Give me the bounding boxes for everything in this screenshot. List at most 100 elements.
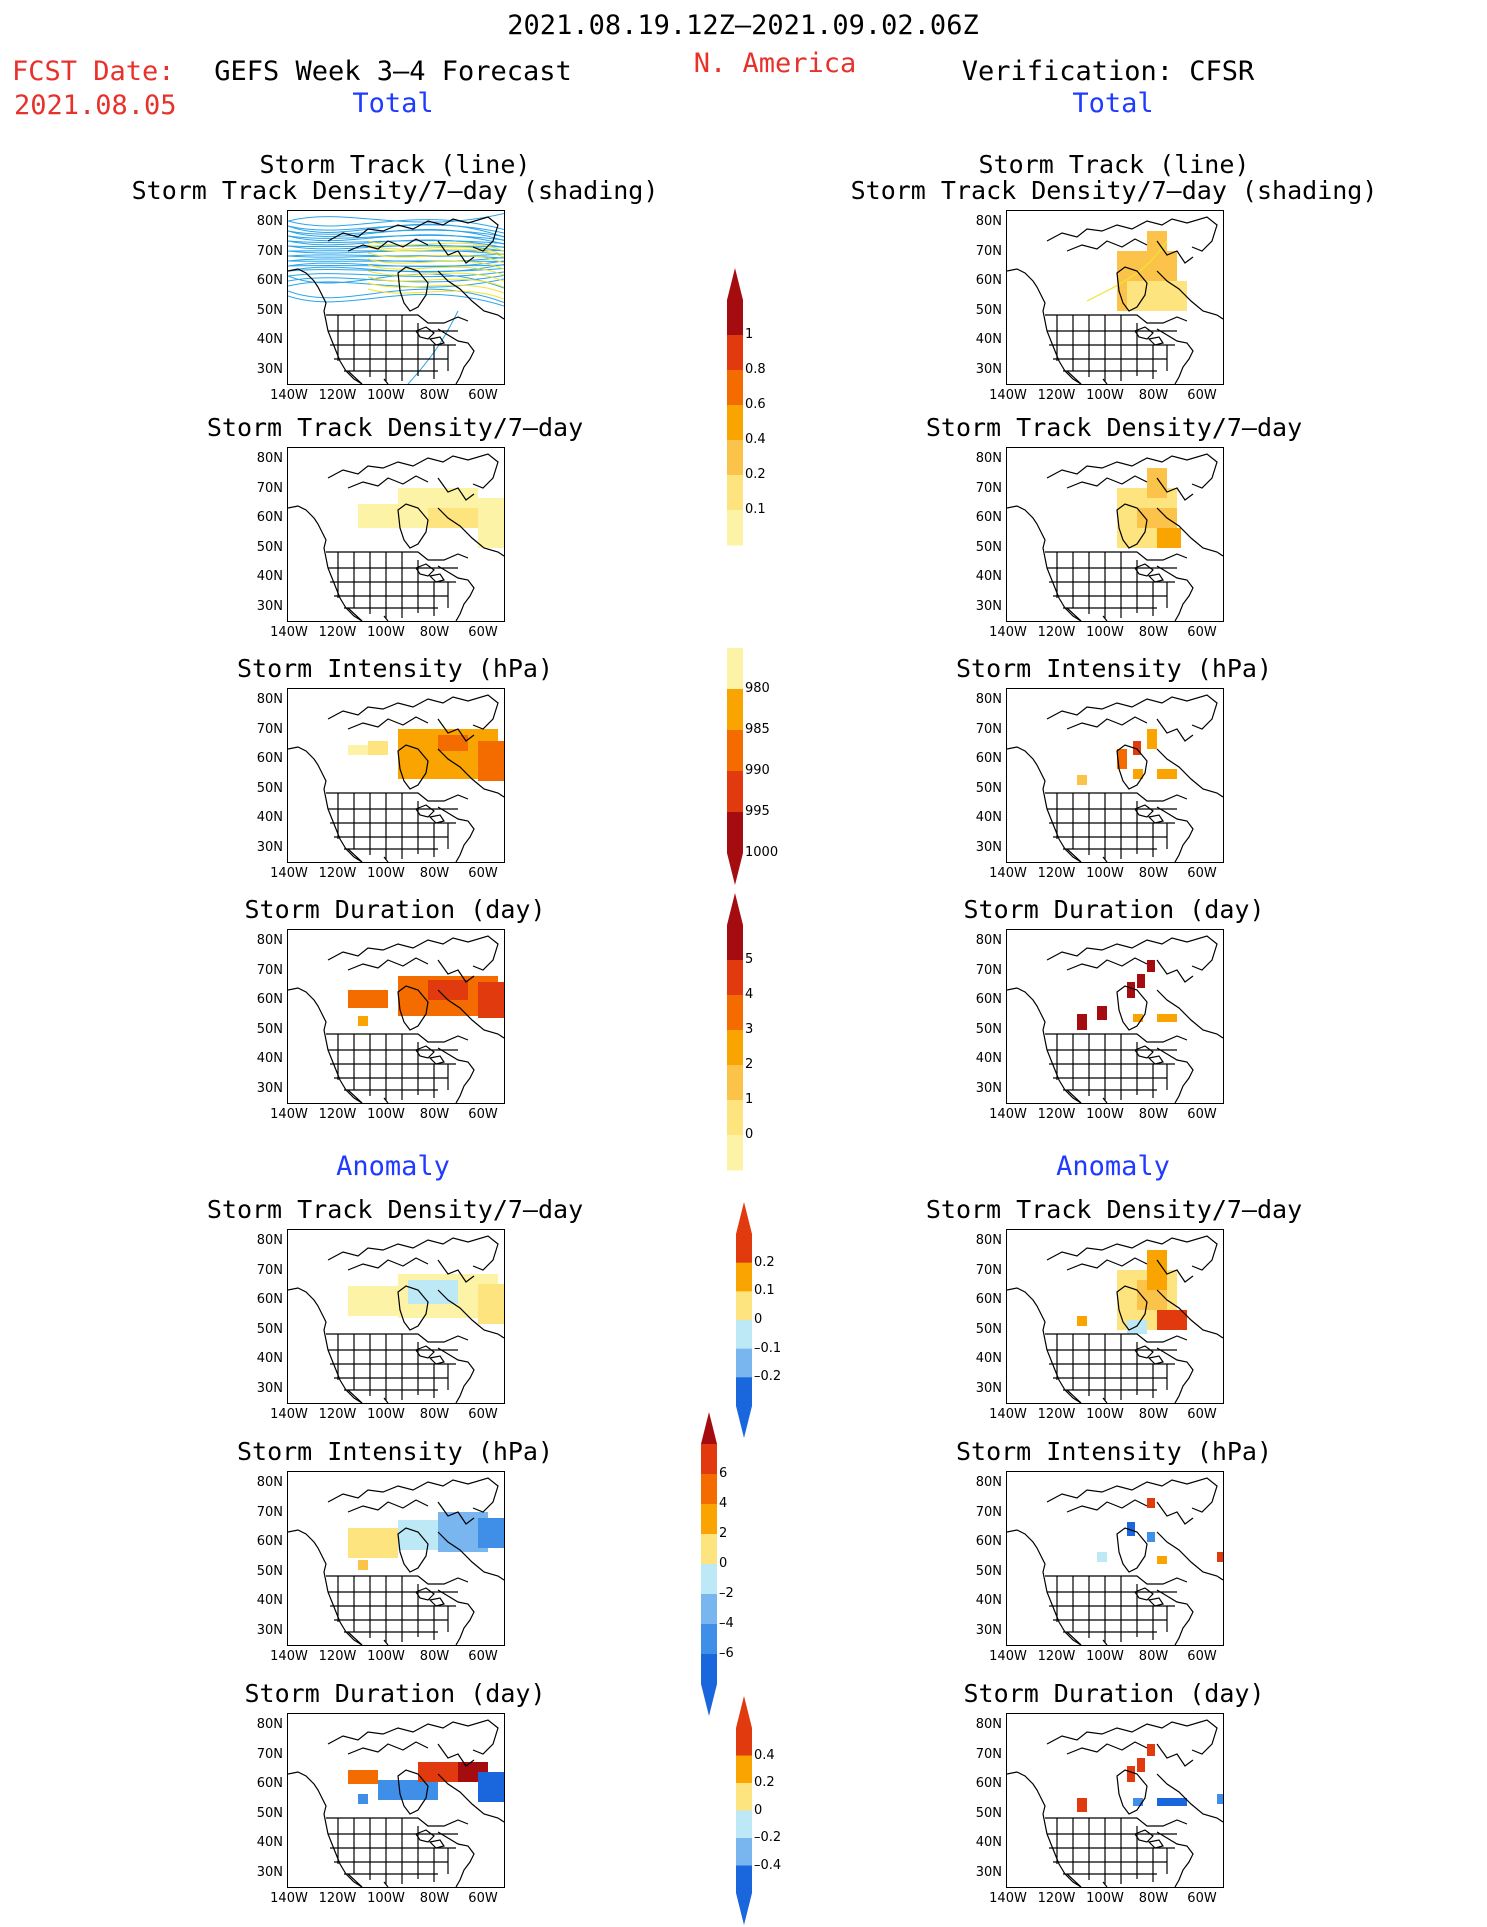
colorbar-label: 5 — [745, 952, 754, 967]
date-range-title: 2021.08.19.12Z–2021.09.02.06Z — [507, 10, 979, 41]
lon-tick-label: 60W — [468, 1407, 498, 1422]
lat-tick-label: 50N — [975, 302, 1002, 318]
lon-tick-label: 60W — [468, 625, 498, 640]
lon-tick-label: 120W — [318, 1407, 357, 1422]
map-panel — [287, 688, 505, 863]
map-panel — [1006, 688, 1224, 863]
lat-tick-label: 80N — [256, 214, 283, 229]
panel-title: Storm Duration (day) — [244, 1679, 546, 1708]
total-label-left: Total — [352, 88, 434, 119]
colorbar-label: 6 — [719, 1466, 728, 1481]
panel-title: Storm Track Density/7–day (shading) — [131, 176, 659, 205]
lat-tick-label: 80N — [256, 1717, 283, 1732]
lat-tick-label: 40N — [975, 810, 1002, 825]
colorbar-label: –2 — [719, 1586, 734, 1601]
colorbar-label: 1000 — [745, 845, 779, 860]
lat-tick-label: 30N — [975, 598, 1002, 614]
lat-tick-label: 80N — [256, 451, 283, 466]
verification-title: Verification: CFSR — [961, 56, 1255, 87]
colorbar-label: –6 — [719, 1646, 734, 1661]
fcst-date-value: 2021.08.05 — [14, 90, 177, 121]
lon-tick-label: 140W — [989, 1891, 1027, 1906]
lon-tick-label: 60W — [1187, 1407, 1217, 1422]
lat-tick-label: 40N — [256, 332, 283, 347]
panel-title: Storm Track Density/7–day — [206, 1195, 584, 1224]
panel-title: Storm Duration (day) — [244, 895, 546, 924]
lon-tick-label: 80W — [1138, 1107, 1169, 1122]
lat-tick-label: 60N — [975, 1292, 1002, 1307]
lat-tick-label: 80N — [975, 933, 1002, 948]
lat-tick-label: 80N — [975, 214, 1002, 229]
lat-tick-label: 70N — [975, 480, 1002, 496]
lat-tick-label: 30N — [975, 1380, 1002, 1396]
lat-tick-label: 30N — [975, 1080, 1002, 1096]
lat-tick-label: 60N — [975, 1534, 1002, 1549]
map-svg — [288, 213, 504, 384]
lat-tick-label: 70N — [975, 243, 1002, 259]
lon-tick-label: 100W — [1086, 388, 1124, 403]
lat-tick-label: 70N — [256, 243, 283, 259]
fcst-date-label: FCST Date: — [12, 56, 175, 87]
lon-tick-label: 60W — [1187, 1891, 1217, 1906]
lat-tick-label: 70N — [256, 1262, 283, 1278]
map-svg — [1007, 1719, 1223, 1887]
map-svg — [288, 1235, 504, 1403]
lon-tick-label: 80W — [1138, 1407, 1169, 1422]
lon-tick-label: 120W — [1037, 1107, 1076, 1122]
lon-tick-label: 120W — [318, 1891, 357, 1906]
lon-tick-label: 140W — [270, 1407, 308, 1422]
lon-tick-label: 80W — [1138, 1891, 1169, 1906]
panel-title: Storm Intensity (hPa) — [955, 654, 1273, 683]
lon-tick-label: 80W — [419, 1649, 450, 1664]
lat-tick-label: 30N — [256, 1080, 283, 1096]
colorbar-label: 980 — [745, 681, 770, 696]
lat-tick-label: 30N — [256, 1622, 283, 1638]
lon-tick-label: 60W — [1187, 866, 1217, 881]
lat-tick-label: 30N — [975, 361, 1002, 377]
lon-tick-label: 120W — [318, 625, 357, 640]
lon-tick-label: 80W — [419, 1107, 450, 1122]
lat-tick-label: 40N — [975, 1051, 1002, 1066]
colorbar — [727, 268, 743, 546]
lon-tick-label: 140W — [989, 1107, 1027, 1122]
panel-title: Storm Track Density/7–day — [925, 413, 1303, 442]
lat-tick-label: 50N — [256, 539, 283, 555]
colorbar-label: 985 — [745, 722, 770, 737]
lat-tick-label: 70N — [975, 1746, 1002, 1762]
map-panel — [1006, 1471, 1224, 1646]
forecast-title: GEFS Week 3–4 Forecast — [214, 56, 572, 87]
map-panel — [287, 1229, 505, 1404]
lat-tick-label: 60N — [975, 510, 1002, 525]
colorbar-label: 0.4 — [754, 1747, 775, 1763]
lat-tick-label: 60N — [975, 992, 1002, 1007]
lat-tick-label: 60N — [975, 1776, 1002, 1791]
panel-title: Storm Intensity (hPa) — [236, 654, 554, 683]
lat-tick-label: 70N — [256, 480, 283, 496]
lon-tick-label: 120W — [1037, 625, 1076, 640]
lon-tick-label: 80W — [1138, 388, 1169, 403]
colorbar-label: 990 — [745, 763, 770, 778]
lon-tick-label: 60W — [1187, 388, 1217, 403]
lon-tick-label: 60W — [468, 1107, 498, 1122]
colorbar-label: 4 — [719, 1496, 728, 1511]
lat-tick-label: 40N — [975, 1835, 1002, 1850]
map-svg — [288, 1719, 504, 1887]
lon-tick-label: 140W — [270, 1649, 308, 1664]
lat-tick-label: 50N — [256, 780, 283, 796]
lon-tick-label: 60W — [468, 1891, 498, 1906]
lat-tick-label: 80N — [975, 1233, 1002, 1248]
colorbar — [727, 648, 743, 885]
colorbar-label: –0.4 — [754, 1857, 782, 1873]
lat-tick-label: 80N — [975, 692, 1002, 707]
panel-title: Storm Duration (day) — [963, 1679, 1265, 1708]
panel-title: Storm Duration (day) — [963, 895, 1265, 924]
lon-tick-label: 60W — [468, 1649, 498, 1664]
lat-tick-label: 80N — [975, 1475, 1002, 1490]
lon-tick-label: 140W — [270, 1891, 308, 1906]
lat-tick-label: 50N — [256, 302, 283, 318]
lon-tick-label: 80W — [1138, 1649, 1169, 1664]
map-svg — [1007, 935, 1223, 1103]
lat-tick-label: 70N — [256, 721, 283, 737]
colorbar — [701, 1412, 717, 1716]
map-panel — [1006, 1229, 1224, 1404]
